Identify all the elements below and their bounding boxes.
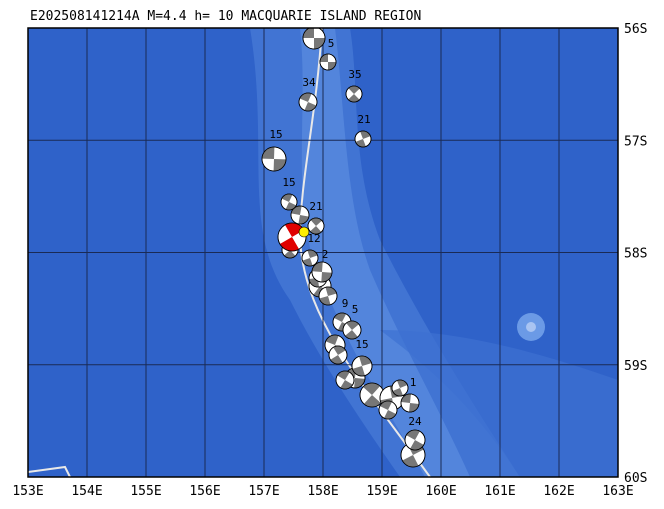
lat-label: 58S	[624, 247, 647, 262]
compression-quadrant	[337, 370, 353, 389]
event-label: 21	[357, 113, 370, 126]
focal-mechanism-outline	[290, 205, 310, 225]
focal-mechanism-outline	[280, 193, 298, 211]
focal-mechanism-outline	[342, 320, 362, 340]
compression-quadrant	[299, 92, 317, 111]
map-title: E202508141214A M=4.4 h= 10 MACQUARIE ISL…	[30, 9, 421, 24]
compression-quadrant	[348, 85, 360, 103]
compression-quadrant	[319, 286, 337, 306]
compression-quadrant	[352, 356, 372, 376]
focal-mechanism-outline	[318, 286, 338, 306]
compression-quadrant	[279, 223, 305, 251]
lon-label: 163E	[602, 484, 633, 499]
lon-label: 158E	[307, 484, 338, 499]
compression-quadrant	[310, 218, 322, 235]
compression-quadrant	[312, 262, 332, 283]
compression-quadrant	[401, 394, 419, 412]
focal-mechanism-outline	[378, 400, 398, 420]
lon-label: 155E	[130, 484, 161, 499]
event-label: 24	[408, 415, 422, 428]
seamount	[526, 322, 536, 332]
compression-quadrant	[303, 28, 325, 49]
lat-label: 56S	[624, 22, 647, 37]
lat-label: 57S	[624, 134, 647, 149]
event-label: 2	[322, 248, 329, 261]
focal-mechanism-outline	[354, 130, 372, 148]
plate-boundary	[28, 465, 71, 477]
focal-mechanism-outline	[301, 249, 319, 267]
focal-mechanism-outline	[319, 53, 337, 71]
focal-mechanism-outline	[351, 355, 373, 377]
event-label: 15	[269, 128, 282, 141]
compression-quadrant	[330, 345, 346, 365]
compression-quadrant	[392, 380, 408, 396]
focal-mechanism-outline	[345, 85, 363, 103]
event-label: 5	[328, 37, 335, 50]
compression-quadrant	[406, 430, 424, 450]
lon-label: 160E	[425, 484, 456, 499]
lat-label: 59S	[624, 359, 647, 374]
lon-label: 162E	[543, 484, 574, 499]
event-label: 35	[348, 68, 361, 81]
compression-quadrant	[345, 320, 359, 340]
event-label: 21	[309, 200, 322, 213]
compression-quadrant	[363, 383, 381, 407]
compression-quadrant	[291, 206, 309, 224]
lon-label: 156E	[189, 484, 220, 499]
event-label: 15	[282, 176, 295, 189]
compression-quadrant	[355, 131, 371, 147]
event-label: 5	[352, 303, 359, 316]
focal-mechanism-outline	[277, 222, 307, 252]
map-area	[28, 28, 618, 477]
focal-mechanism-outline	[404, 429, 426, 451]
focal-mechanism-outline	[311, 261, 333, 283]
lon-label: 154E	[71, 484, 102, 499]
event-label: 9	[342, 297, 349, 310]
event-label: 1	[410, 376, 417, 389]
compression-quadrant	[281, 194, 297, 210]
lon-label: 159E	[366, 484, 397, 499]
lon-label: 161E	[484, 484, 515, 499]
event-label: 15	[355, 338, 368, 351]
compression-quadrant	[320, 54, 336, 70]
lon-label: 153E	[12, 484, 43, 499]
focal-mechanism-outline	[307, 217, 325, 235]
lat-label: 60S	[624, 471, 647, 486]
event-label: 12	[307, 232, 320, 245]
focal-mechanism-outline	[298, 92, 318, 112]
focal-mechanism-outline	[302, 28, 326, 50]
event-label: 34	[302, 76, 316, 89]
epicenter	[298, 226, 310, 238]
focal-mechanism-outline	[328, 345, 348, 365]
focal-mechanism-outline	[400, 393, 420, 413]
lon-label: 157E	[248, 484, 279, 499]
compression-quadrant	[379, 401, 397, 420]
map-frame	[27, 27, 619, 478]
compression-quadrant	[302, 250, 318, 266]
focal-mechanism-outline	[335, 370, 355, 390]
compression-quadrant	[262, 147, 286, 172]
focal-mechanism-outline	[391, 379, 409, 397]
focal-mechanism-outline	[261, 146, 287, 172]
